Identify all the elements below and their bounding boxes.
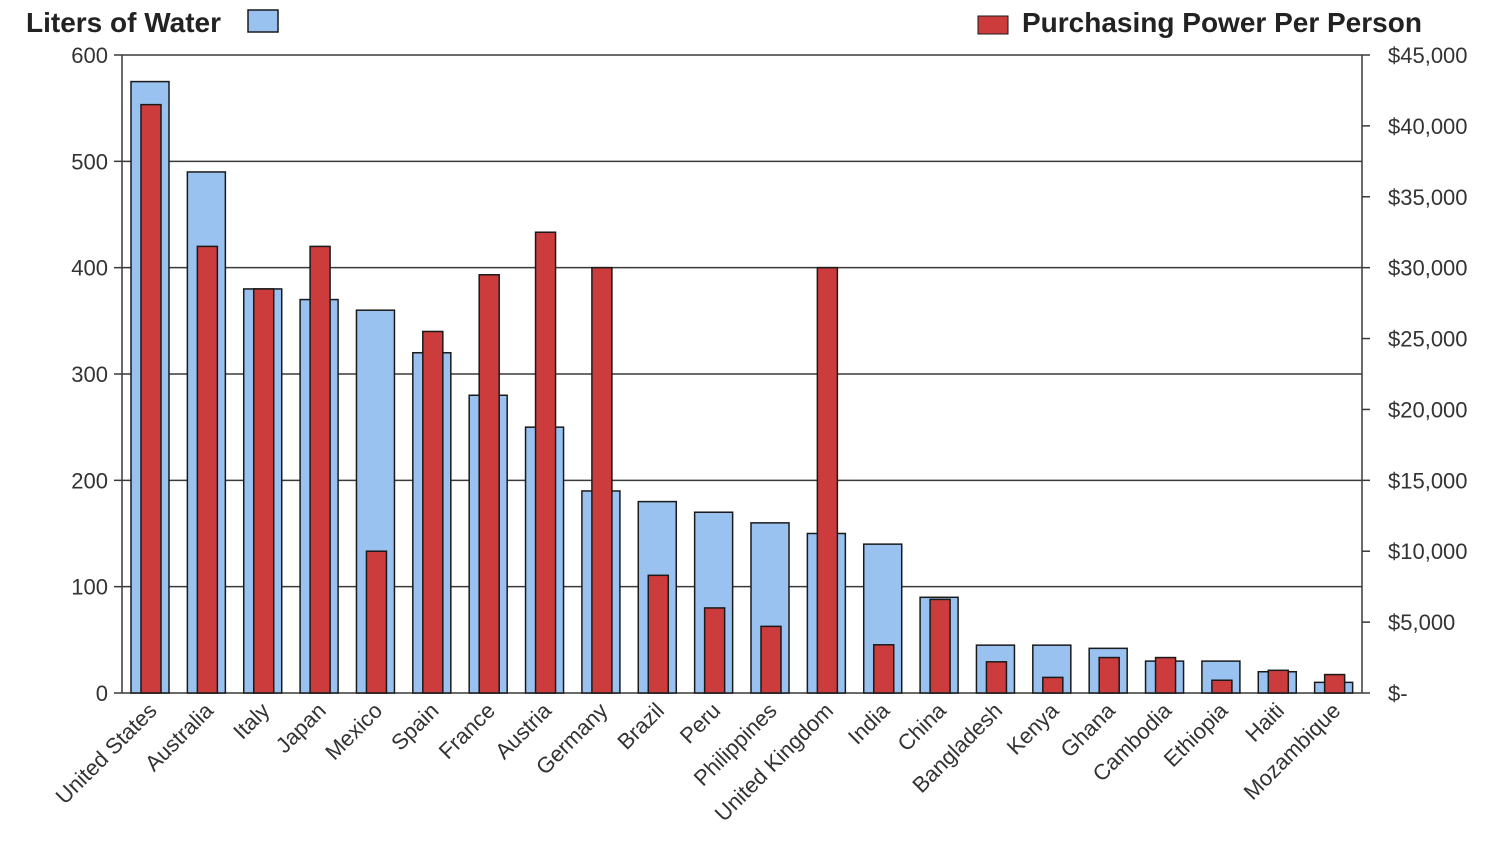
left-tick-label: 500 <box>71 149 108 174</box>
category-label: France <box>434 698 500 764</box>
purchasing-power-bar <box>1154 656 1177 694</box>
purchasing-power-bar <box>591 266 613 694</box>
purchasing-power-bar <box>365 550 388 694</box>
category-label: Ethiopia <box>1159 697 1233 771</box>
left-tick-label: 300 <box>71 362 108 387</box>
left-y-axis: 0 100 200 300 400 500 600 <box>71 43 1362 706</box>
purchasing-power-bar <box>985 661 1008 694</box>
category-label: Haiti <box>1240 698 1289 747</box>
legend-water-swatch <box>247 9 279 33</box>
right-tick-label: $- <box>1388 681 1408 706</box>
right-tick-label: $25,000 <box>1388 327 1468 352</box>
purchasing-power-bar <box>309 245 331 694</box>
purchasing-power-bar <box>478 274 500 694</box>
category-label: Mexico <box>320 698 387 765</box>
category-label: Italy <box>228 698 274 744</box>
purchasing-power-bar <box>703 607 726 694</box>
left-tick-label: 100 <box>71 575 108 600</box>
category-label: India <box>843 697 895 749</box>
category-label: Peru <box>675 698 726 749</box>
purchasing-power-bar <box>140 103 162 694</box>
category-label: Brazil <box>612 698 669 755</box>
right-tick-label: $45,000 <box>1388 43 1468 68</box>
right-y-axis: $- $5,000 $10,000 $15,000 $20,000 $25,000 $30,… <box>1361 43 1468 706</box>
legend-purchasing-swatch <box>977 15 1009 35</box>
category-label: Kenya <box>1002 697 1064 759</box>
left-tick-label: 200 <box>71 468 108 493</box>
purchasing-power-bar <box>534 231 557 694</box>
right-tick-label: $5,000 <box>1388 610 1455 635</box>
purchasing-power-bar <box>1267 669 1290 694</box>
legend-purchasing: Purchasing Power Per Person <box>977 7 1422 38</box>
purchasing-power-bar <box>1323 673 1346 694</box>
right-tick-label: $35,000 <box>1388 185 1468 210</box>
purchasing-power-bar <box>1042 676 1064 694</box>
right-tick-label: $30,000 <box>1388 256 1468 281</box>
purchasing-power-bar <box>1211 679 1233 694</box>
left-tick-label: 400 <box>71 256 108 281</box>
right-tick-label: $20,000 <box>1388 397 1468 422</box>
legend-water: Liters of Water <box>26 7 279 38</box>
purchasing-power-bar <box>929 598 951 694</box>
purchasing-power-bar <box>760 625 782 694</box>
purchasing-power-bar <box>816 266 839 694</box>
purchasing-power-bar <box>196 245 219 694</box>
right-tick-label: $40,000 <box>1388 114 1468 139</box>
bars <box>130 80 1354 694</box>
purchasing-power-bar <box>647 574 670 694</box>
left-tick-label: 600 <box>71 43 108 68</box>
legend-purchasing-label: Purchasing Power Per Person <box>1022 7 1422 38</box>
purchasing-power-bar <box>1098 656 1120 694</box>
right-tick-label: $15,000 <box>1388 468 1468 493</box>
legend-water-label: Liters of Water <box>26 7 221 38</box>
left-tick-label: 0 <box>96 681 108 706</box>
purchasing-power-bar <box>252 288 275 694</box>
purchasing-power-bar <box>422 330 444 694</box>
purchasing-power-bar <box>872 644 895 694</box>
right-tick-label: $10,000 <box>1388 539 1468 564</box>
